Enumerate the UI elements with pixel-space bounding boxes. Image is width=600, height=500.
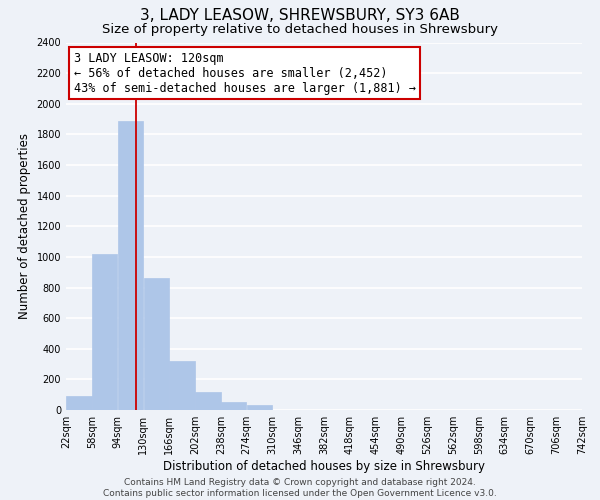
Bar xyxy=(92,254,118,410)
Text: 3 LADY LEASOW: 120sqm
← 56% of detached houses are smaller (2,452)
43% of semi-d: 3 LADY LEASOW: 120sqm ← 56% of detached … xyxy=(74,52,416,94)
Bar xyxy=(66,396,92,410)
Bar xyxy=(195,392,221,410)
Bar xyxy=(247,406,272,410)
Bar xyxy=(221,402,247,410)
Y-axis label: Number of detached properties: Number of detached properties xyxy=(18,133,31,320)
Bar xyxy=(118,120,143,410)
Text: 3, LADY LEASOW, SHREWSBURY, SY3 6AB: 3, LADY LEASOW, SHREWSBURY, SY3 6AB xyxy=(140,8,460,22)
Text: Contains HM Land Registry data © Crown copyright and database right 2024.
Contai: Contains HM Land Registry data © Crown c… xyxy=(103,478,497,498)
Bar xyxy=(169,361,195,410)
Text: Size of property relative to detached houses in Shrewsbury: Size of property relative to detached ho… xyxy=(102,22,498,36)
Bar xyxy=(143,278,169,410)
X-axis label: Distribution of detached houses by size in Shrewsbury: Distribution of detached houses by size … xyxy=(163,460,485,473)
